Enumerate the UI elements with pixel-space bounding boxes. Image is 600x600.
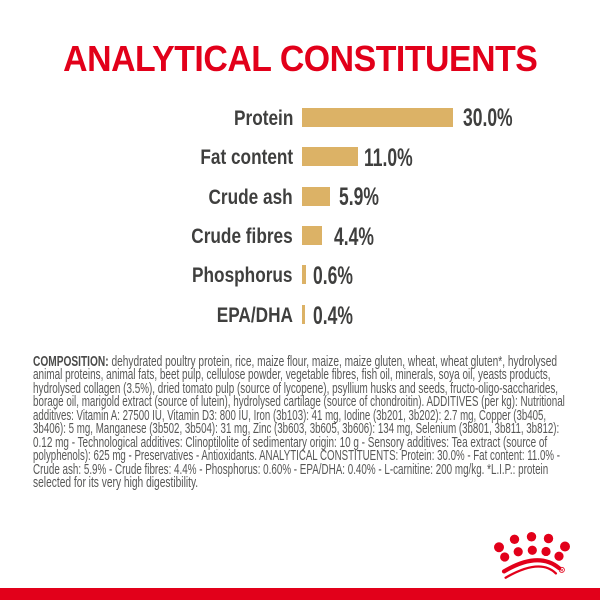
svg-text:R: R — [560, 567, 563, 572]
